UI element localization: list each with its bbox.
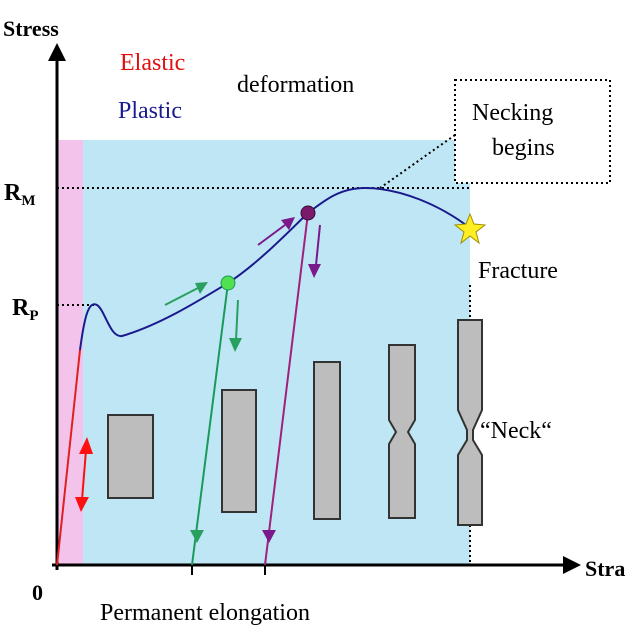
unload-point	[220, 275, 236, 291]
elastic-region	[57, 140, 83, 565]
unload-point	[300, 205, 316, 221]
rp-symbol: R	[12, 295, 30, 321]
elastic-label: Elastic	[120, 50, 185, 76]
origin-label: 0	[32, 580, 43, 605]
plastic-label: Plastic	[118, 98, 182, 124]
elastic-arrows	[75, 437, 93, 512]
y-axis-label: Stress	[3, 16, 59, 41]
rp-label: RP	[12, 295, 39, 324]
plastic-curve	[79, 186, 471, 351]
callout-box	[454, 79, 611, 184]
permanent-elongation-label: Permanent elongation	[100, 600, 310, 626]
x-axis-label: Stra	[585, 556, 625, 581]
elastic-curve	[56, 349, 81, 566]
fracture-star	[453, 212, 487, 245]
deformation-label: deformation	[237, 72, 354, 98]
callout-pointer	[379, 134, 456, 189]
green-arrows	[164, 282, 242, 543]
neck-label: “Neck“	[480, 418, 552, 444]
rm-label: RM	[4, 180, 36, 209]
purple-arrows	[257, 217, 321, 543]
rm-subscript: M	[21, 193, 35, 209]
callout-line: Necking	[472, 100, 553, 126]
fracture-label: Fracture	[478, 258, 558, 284]
callout-line: begins	[492, 135, 555, 161]
unloading-line	[191, 282, 229, 566]
rm-symbol: R	[4, 180, 22, 206]
unloading-line	[264, 212, 309, 566]
specimens	[107, 319, 483, 526]
rp-subscript: P	[29, 308, 38, 324]
